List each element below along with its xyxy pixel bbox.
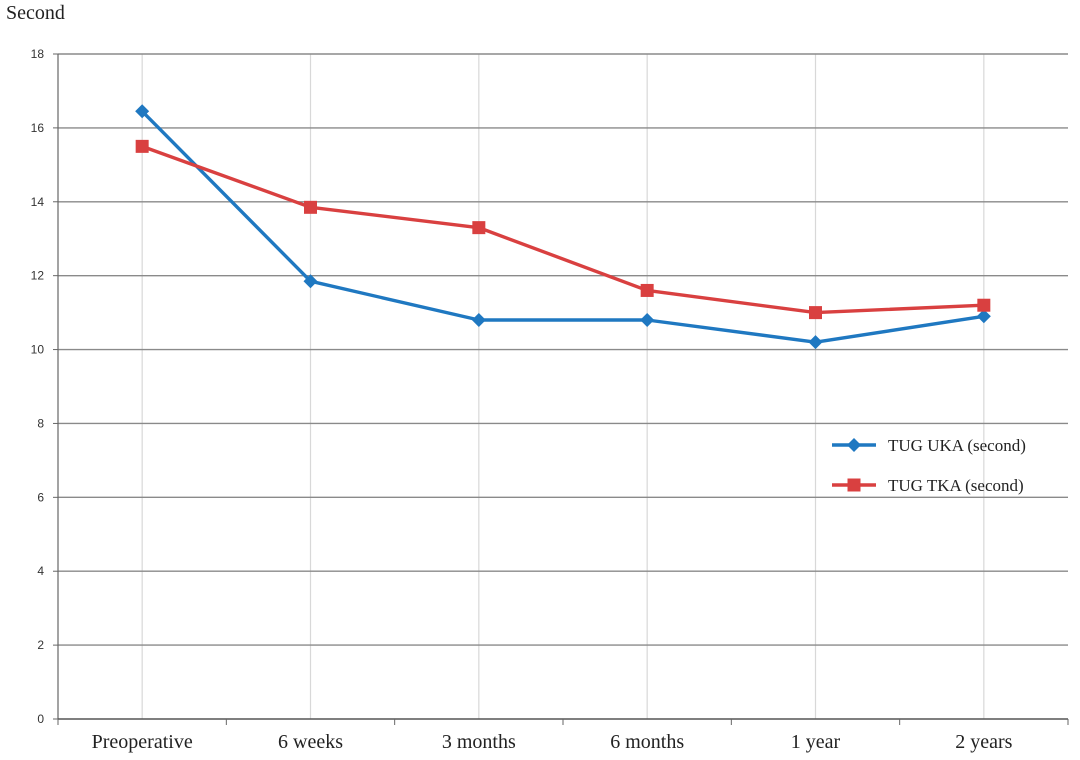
x-tick-label: 2 years xyxy=(955,731,1012,753)
y-tick-label: 12 xyxy=(31,269,45,283)
y-tick-label: 18 xyxy=(31,47,45,61)
y-axis-label: Second xyxy=(6,2,65,24)
x-tick-label: 3 months xyxy=(442,731,516,753)
data-point-diamond xyxy=(808,335,823,350)
series-line xyxy=(141,144,984,315)
x-tick-label: 6 weeks xyxy=(278,731,343,753)
series xyxy=(135,104,991,350)
data-point-diamond xyxy=(847,438,861,452)
legend-entry: TUG TKA (second) xyxy=(832,476,1024,495)
data-point-square xyxy=(847,478,861,492)
legend-entry: TUG UKA (second) xyxy=(832,436,1026,455)
series-tka xyxy=(135,139,991,320)
data-point-square xyxy=(640,283,654,297)
y-tick-label: 14 xyxy=(31,195,45,209)
data-point-square xyxy=(135,139,149,153)
legend-label: TUG UKA (second) xyxy=(888,436,1026,455)
x-tick-label: 1 year xyxy=(791,731,841,753)
data-point-diamond xyxy=(135,104,150,119)
series-line xyxy=(140,110,985,344)
y-tick-label: 0 xyxy=(37,712,44,726)
axes: 0 2 4 6 8 10 12 14 16 18 Preoperative 6 weeks 3 mont… xyxy=(31,47,1069,753)
series-uka xyxy=(135,104,991,350)
data-point-square xyxy=(304,200,317,214)
data-point-diamond xyxy=(976,309,991,324)
data-point-square xyxy=(472,221,486,235)
data-point-diamond xyxy=(640,313,655,327)
y-tick-label: 4 xyxy=(37,564,44,578)
x-tick-label: Preoperative xyxy=(92,731,193,753)
data-point-square xyxy=(809,306,822,320)
x-tick-label: 6 months xyxy=(610,731,684,753)
data-point-square xyxy=(977,298,991,312)
data-point-diamond xyxy=(471,313,486,327)
data-point-diamond xyxy=(303,274,318,289)
y-tick-label: 16 xyxy=(31,121,45,135)
y-tick-label: 8 xyxy=(37,416,44,430)
y-tick-label: 6 xyxy=(37,490,44,504)
grid xyxy=(58,53,1068,719)
legend-label: TUG TKA (second) xyxy=(888,476,1024,495)
y-tick-label: 2 xyxy=(37,638,44,652)
legend: TUG UKA (second) TUG TKA (second) xyxy=(832,436,1026,495)
y-tick-label: 10 xyxy=(31,343,45,357)
